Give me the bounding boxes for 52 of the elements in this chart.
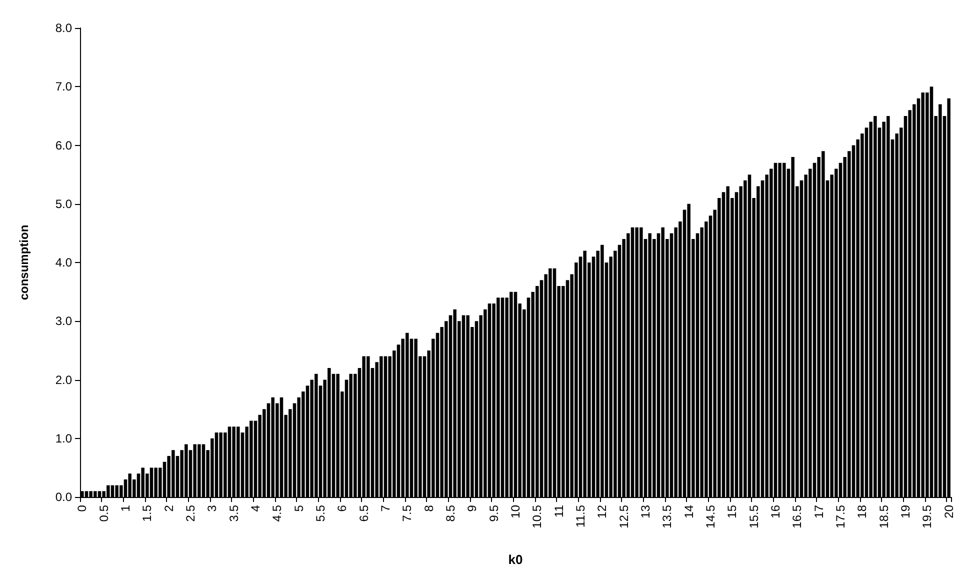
y-axis-title: consumption	[17, 224, 31, 300]
x-tick-label: 5.5	[314, 504, 328, 522]
x-tick-label: 1	[118, 504, 132, 512]
y-tick-label: 7.0	[55, 80, 72, 94]
x-tick-label: 11	[552, 504, 566, 518]
x-tick-label: 17.5	[834, 504, 848, 528]
x-tick-label: 13	[638, 504, 652, 518]
x-tick-label: 7	[378, 504, 392, 512]
x-axis-title: k0	[508, 552, 523, 567]
x-tick-label: 20	[942, 504, 956, 518]
x-tick-label: 0	[75, 504, 90, 512]
x-tick-label: 6	[335, 504, 350, 512]
x-tick-label: 11.5	[574, 504, 588, 528]
x-tick-label: 4.5	[270, 504, 284, 522]
x-tick-label: 12.5	[616, 504, 631, 528]
x-tick-label: 2.5	[184, 504, 198, 522]
x-tick-label: 9.5	[486, 504, 501, 522]
x-tick-label: 12	[595, 504, 610, 518]
x-tick-label: 17	[812, 504, 826, 518]
y-tick-label: 8.0	[55, 21, 72, 35]
x-tick-label: 10.5	[530, 504, 544, 528]
x-tick-label: 16	[768, 504, 782, 518]
x-tick-label: 3	[205, 504, 220, 512]
x-tick-label: 15.5	[746, 504, 761, 528]
y-tick-label: 0.0	[55, 490, 72, 504]
y-tick-label: 1.0	[55, 431, 72, 446]
x-tick-label: 14	[682, 504, 696, 518]
y-tick-label: 4.0	[55, 256, 72, 270]
x-tick-label: 7.5	[400, 504, 414, 522]
x-tick-label: 0.5	[96, 504, 111, 522]
x-tick-label: 13.5	[660, 504, 674, 528]
x-tick-label: 19.5	[920, 504, 934, 528]
x-tick-label: 19	[898, 504, 912, 518]
x-tick-label: 2	[162, 504, 176, 512]
x-tick-label: 5	[292, 504, 306, 512]
y-tick-label: 3.0	[55, 314, 72, 328]
x-tick-label: 3.5	[226, 504, 241, 522]
x-tick-label: 18.5	[876, 504, 891, 528]
x-tick-label: 9	[465, 504, 480, 512]
y-tick-label: 6.0	[55, 138, 72, 152]
x-tick-label: 14.5	[704, 504, 718, 528]
x-tick-label: 15	[725, 504, 740, 518]
x-tick-label: 4	[248, 504, 262, 512]
y-tick-label: 2.0	[55, 372, 72, 387]
x-tick-label: 6.5	[356, 504, 371, 522]
x-tick-label: 1.5	[140, 504, 154, 522]
y-tick-label: 5.0	[55, 196, 72, 211]
x-tick-label: 8.5	[444, 504, 458, 522]
x-tick-label: 18	[855, 504, 870, 518]
x-tick-label: 16.5	[790, 504, 804, 528]
x-tick-label: 10	[508, 504, 522, 518]
x-tick-label: 8	[422, 504, 436, 512]
